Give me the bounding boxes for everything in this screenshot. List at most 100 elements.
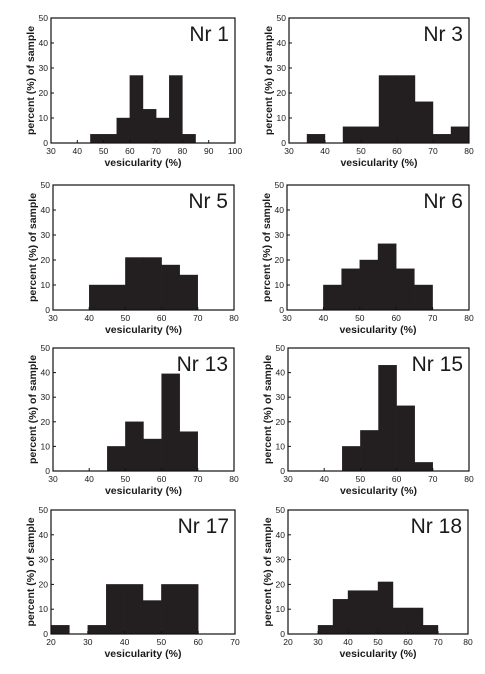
y-tick-label: 40 <box>275 205 285 215</box>
x-tick-label: 40 <box>120 637 130 647</box>
y-tick-label: 20 <box>41 255 51 265</box>
x-tick-label: 30 <box>284 146 294 156</box>
histogram-bar <box>169 75 183 144</box>
x-tick-label: 20 <box>46 637 56 647</box>
y-tick-label: 20 <box>276 579 286 589</box>
y-tick-label: 0 <box>281 138 286 148</box>
histogram-bar <box>107 284 126 311</box>
x-tick-label: 40 <box>320 146 330 156</box>
histogram-bar <box>342 446 361 472</box>
x-axis-label: vesicularity (%) <box>104 157 181 169</box>
histogram-bar <box>124 584 144 635</box>
x-tick-label: 60 <box>193 637 203 647</box>
y-axis-label: percent (%) of sample <box>25 517 37 626</box>
y-tick-label: 0 <box>43 138 48 148</box>
histogram-bar <box>107 446 126 472</box>
y-tick-label: 50 <box>275 180 285 190</box>
histogram-bar <box>323 284 342 311</box>
histogram-bar <box>143 438 162 472</box>
panel-title: Nr 5 <box>188 190 228 213</box>
y-tick-label: 20 <box>39 88 49 98</box>
histogram-bar <box>422 625 439 635</box>
x-tick-label: 40 <box>343 637 353 647</box>
x-tick-label: 60 <box>392 146 402 156</box>
x-tick-label: 80 <box>463 637 473 647</box>
panel-title: Nr 1 <box>189 23 229 46</box>
x-tick-label: 70 <box>193 313 203 323</box>
y-tick-label: 30 <box>276 555 286 565</box>
histogram-bar <box>414 462 434 472</box>
y-tick-label: 40 <box>41 205 51 215</box>
y-axis-label: percent (%) of sample <box>262 355 274 464</box>
x-tick-label: 50 <box>121 474 131 484</box>
histogram-bar <box>142 109 157 144</box>
x-tick-label: 60 <box>157 474 167 484</box>
histogram-bar <box>50 625 70 635</box>
y-tick-label: 40 <box>39 530 49 540</box>
y-tick-label: 40 <box>276 368 286 378</box>
plot-frame <box>52 184 235 311</box>
histogram-bar <box>392 607 409 635</box>
x-tick-label: 60 <box>403 637 413 647</box>
x-tick-label: 40 <box>319 313 329 323</box>
x-tick-label: 30 <box>48 313 58 323</box>
y-tick-label: 50 <box>41 343 51 353</box>
histogram-bar <box>414 284 433 311</box>
x-tick-label: 60 <box>157 313 167 323</box>
x-tick-label: 30 <box>283 474 293 484</box>
y-tick-label: 10 <box>276 441 286 451</box>
histogram-bar <box>116 117 131 144</box>
histogram-bar <box>347 590 364 635</box>
y-tick-label: 10 <box>276 604 286 614</box>
x-tick-label: 80 <box>464 146 474 156</box>
panel-1: 30 40 50 60 70 80 90 10001020304050vesicularity… <box>25 13 242 169</box>
x-axis-label: vesicularity (%) <box>340 485 417 497</box>
y-axis-label: percent (%) of sample <box>261 193 273 302</box>
histogram-bar <box>341 268 361 311</box>
histogram-bar <box>179 431 198 472</box>
x-tick-label: 90 <box>204 146 214 156</box>
x-tick-label: 70 <box>193 474 203 484</box>
y-axis-label: percent (%) of sample <box>262 517 274 626</box>
x-axis-label: vesicularity (%) <box>340 157 417 169</box>
y-axis-label: percent (%) of sample <box>263 26 275 135</box>
plot-frame <box>50 509 236 635</box>
histogram-bar <box>306 134 326 144</box>
y-tick-label: 50 <box>41 180 51 190</box>
histogram-bar <box>161 584 180 635</box>
histogram-bar <box>161 264 180 311</box>
x-tick-label: 70 <box>428 474 438 484</box>
y-tick-label: 40 <box>277 38 287 48</box>
histogram-bar <box>143 257 162 311</box>
x-tick-label: 30 <box>46 146 56 156</box>
histogram-bar <box>362 590 379 635</box>
y-tick-label: 20 <box>277 88 287 98</box>
y-tick-label: 50 <box>39 505 49 515</box>
histogram-bar <box>90 134 104 144</box>
x-tick-label: 80 <box>229 313 239 323</box>
x-tick-label: 60 <box>392 474 402 484</box>
y-tick-label: 30 <box>277 63 287 73</box>
x-tick-label: 40 <box>73 146 83 156</box>
y-tick-label: 20 <box>41 417 51 427</box>
histogram-bar <box>103 134 117 144</box>
x-tick-label: 70 <box>433 637 443 647</box>
y-tick-label: 30 <box>39 555 49 565</box>
x-tick-label: 60 <box>125 146 135 156</box>
x-tick-label: 70 <box>151 146 161 156</box>
x-tick-label: 80 <box>464 313 474 323</box>
plot-frame <box>52 347 235 472</box>
y-tick-label: 10 <box>39 604 49 614</box>
histogram-bar <box>378 75 398 144</box>
x-tick-label: 50 <box>121 313 131 323</box>
y-tick-label: 20 <box>275 255 285 265</box>
histogram-bar <box>396 268 415 311</box>
panel-title: Nr 13 <box>177 353 228 376</box>
x-tick-label: 50 <box>99 146 109 156</box>
histogram-bar <box>317 625 334 635</box>
x-tick-label: 20 <box>283 637 293 647</box>
y-tick-label: 30 <box>275 230 285 240</box>
y-tick-label: 10 <box>275 280 285 290</box>
y-tick-label: 0 <box>45 305 50 315</box>
